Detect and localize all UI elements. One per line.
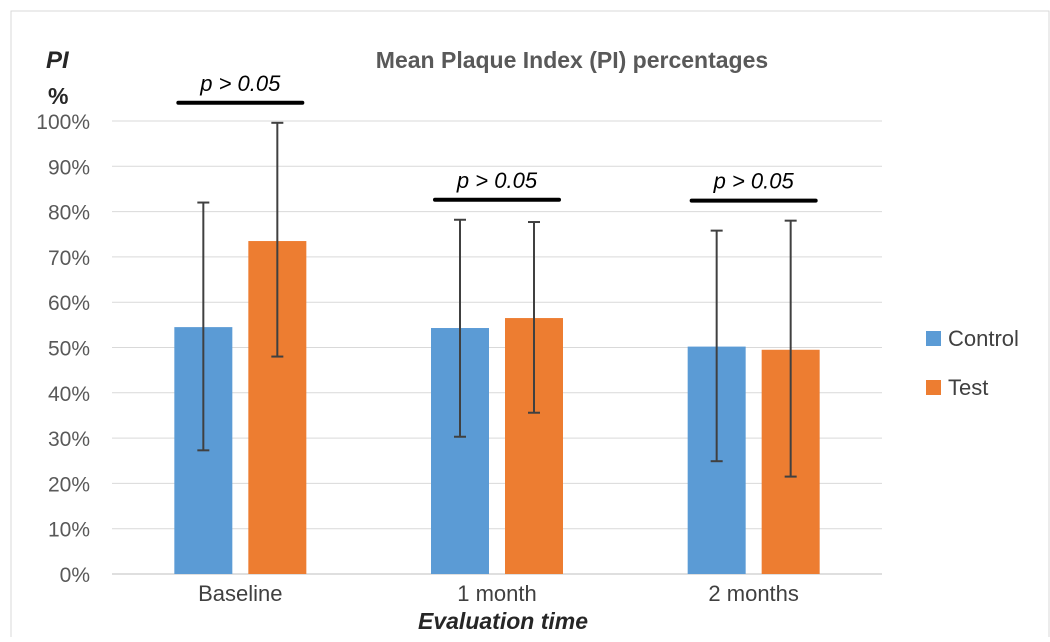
error-bars bbox=[197, 121, 797, 478]
significance-label: p > 0.05 bbox=[456, 168, 538, 193]
x-category-label: 2 months bbox=[708, 581, 799, 606]
chart-title: Mean Plaque Index (PI) percentages bbox=[376, 47, 768, 73]
y-tick-label: 60% bbox=[48, 292, 90, 315]
y-tick-label: 90% bbox=[48, 156, 90, 179]
significance-annotations: p > 0.05 p > 0.05 p > 0.05 bbox=[176, 71, 818, 203]
y-axis-label-line1: PI bbox=[46, 47, 70, 74]
legend-swatch-test bbox=[926, 380, 941, 395]
x-axis-label: Evaluation time bbox=[418, 608, 588, 634]
legend: Control Test bbox=[926, 326, 1019, 400]
x-category-label: 1 month bbox=[457, 581, 537, 606]
y-axis-label-line2: % bbox=[48, 83, 68, 109]
significance-label: p > 0.05 bbox=[713, 169, 795, 194]
significance-label: p > 0.05 bbox=[199, 71, 281, 96]
y-tick-label: 50% bbox=[48, 338, 90, 361]
y-tick-label: 40% bbox=[48, 383, 90, 406]
y-tick-label: 0% bbox=[60, 564, 90, 587]
y-tick-label: 70% bbox=[48, 247, 90, 270]
x-axis-categories: Baseline 1 month 2 months bbox=[198, 581, 799, 606]
y-axis-ticks: 0% 10% 20% 30% 40% 50% 60% 70% 80% 90% 100% bbox=[36, 111, 90, 587]
y-tick-label: 10% bbox=[48, 519, 90, 542]
gridlines bbox=[112, 120, 882, 575]
legend-swatch-control bbox=[926, 331, 941, 346]
y-tick-label: 80% bbox=[48, 202, 90, 225]
y-tick-label: 20% bbox=[48, 473, 90, 496]
x-category-label: Baseline bbox=[198, 581, 282, 606]
y-tick-label: 100% bbox=[36, 111, 90, 134]
y-tick-label: 30% bbox=[48, 428, 90, 451]
legend-label-control: Control bbox=[948, 326, 1019, 351]
legend-label-test: Test bbox=[948, 375, 988, 400]
